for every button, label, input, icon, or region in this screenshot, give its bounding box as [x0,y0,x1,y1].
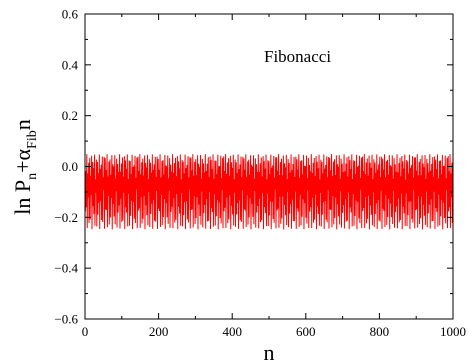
y-axis: −0.6 −0.4 −0.2 0.0 0.2 0.4 0.6 [54,7,453,327]
x-tick-label: 1000 [440,324,466,339]
x-tick-label: 0 [82,324,89,339]
x-tick-label: 400 [222,324,242,339]
y-label-sub-n: n [25,173,40,180]
y-tick-label: −0.4 [54,261,78,276]
y-tick-label: −0.2 [54,210,78,225]
series-path [84,154,454,230]
x-tick-label: 200 [149,324,169,339]
fibonacci-annotation: Fibonacci [264,47,331,66]
x-tick-label: 600 [296,324,316,339]
x-axis-label: n [264,340,275,363]
y-tick-label: 0.6 [62,7,79,22]
y-tick-label: 0.2 [62,108,78,123]
y-axis-label: ln Pn+αFibn [10,119,40,214]
y-tick-label: 0.4 [62,57,79,72]
x-tick-label: 800 [370,324,390,339]
x-axis: 0 200 400 600 800 1000 [82,14,466,339]
series-line-fibonacci [84,154,454,230]
y-label-sub-fib: Fib [25,130,40,149]
y-tick-label: 0.0 [62,159,78,174]
y-label-suffix: n [10,119,35,130]
y-label-mid: +α [10,148,35,172]
y-tick-label: −0.6 [54,312,78,327]
y-label-prefix: ln P [10,180,35,215]
